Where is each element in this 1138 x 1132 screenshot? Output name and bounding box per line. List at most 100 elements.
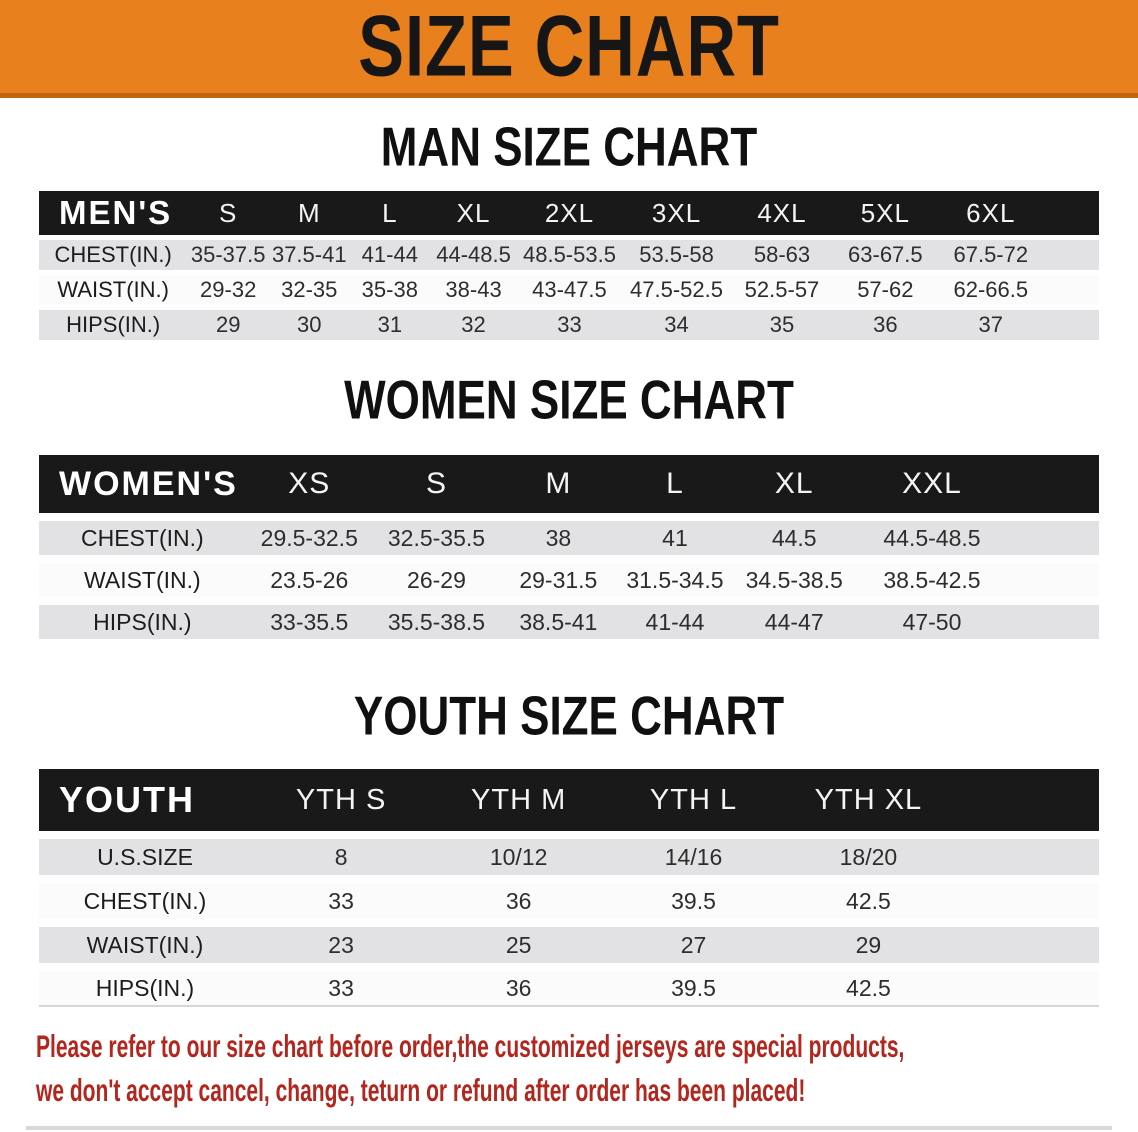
table-cell: 39.5 [606, 883, 781, 919]
table-corner-label: MEN'S [39, 191, 188, 235]
table-cell: 39.5 [606, 971, 781, 1007]
column-header: M [269, 191, 350, 235]
spacer-cell [1043, 240, 1099, 270]
table-cell: 8 [251, 839, 432, 875]
table-cell: 37 [937, 310, 1044, 340]
spacer-cell [1043, 191, 1099, 235]
table-cell: 29-31.5 [500, 563, 617, 597]
table-row: WAIST(IN.) 29-32 32-35 35-38 38-43 43-47.5 47.… [39, 275, 1099, 305]
table-cell: 41 [616, 521, 734, 555]
section-heading-youth: YOUTH SIZE CHART [353, 685, 785, 747]
spacer-cell [1043, 310, 1099, 340]
header-row: WOMEN'S XS S M L XL XXL [39, 455, 1099, 513]
row-label: WAIST(IN.) [39, 563, 246, 597]
table-cell: 32 [430, 310, 517, 340]
column-header: S [372, 455, 501, 513]
size-chart-banner: SIZE CHART [0, 0, 1138, 98]
table-cell: 14/16 [606, 839, 781, 875]
column-header: S [187, 191, 269, 235]
table-cell: 47-50 [855, 605, 1009, 639]
table-cell: 31.5-34.5 [616, 563, 734, 597]
row-label: HIPS(IN.) [39, 971, 251, 1007]
table-cell: 41-44 [616, 605, 734, 639]
table-cell: 63-67.5 [832, 240, 938, 270]
spacer-cell [955, 971, 1099, 1007]
table-cell: 38 [500, 521, 617, 555]
table-cell: 35.5-38.5 [372, 605, 501, 639]
table-cell: 44-47 [733, 605, 856, 639]
table-cell: 35-37.5 [187, 240, 269, 270]
spacer-cell [955, 839, 1099, 875]
table-cell: 18/20 [780, 839, 956, 875]
table-cell: 52.5-57 [731, 275, 833, 305]
table-cell: 29-32 [187, 275, 269, 305]
table-row: HIPS(IN.) 33-35.5 35.5-38.5 38.5-41 41-44 44-… [39, 605, 1099, 639]
banner-title: SIZE CHART [358, 0, 780, 94]
table-cell: 33 [251, 971, 432, 1007]
column-header: YTH XL [780, 769, 956, 831]
table-cell: 41-44 [349, 240, 431, 270]
men-size-table: MEN'S S M L XL 2XL 3XL 4XL 5XL 6XL CHEST(IN.) 35-37… [39, 186, 1099, 345]
table-cell: 43-47.5 [517, 275, 622, 305]
table-cell: 48.5-53.5 [517, 240, 622, 270]
table-cell: 38.5-41 [500, 605, 617, 639]
table-row: U.S.SIZE 8 10/12 14/16 18/20 [39, 839, 1099, 875]
column-header: XS [245, 455, 373, 513]
column-header: YTH S [251, 769, 432, 831]
row-label: CHEST(IN.) [39, 240, 188, 270]
table-cell: 29 [780, 927, 956, 963]
table-cell: 47.5-52.5 [621, 275, 732, 305]
table-row: WAIST(IN.) 23 25 27 29 [39, 927, 1099, 963]
table-row: HIPS(IN.) 33 36 39.5 42.5 [39, 971, 1099, 1007]
table-cell: 36 [431, 971, 607, 1007]
table-cell: 30 [269, 310, 350, 340]
table-cell: 42.5 [780, 883, 956, 919]
table-cell: 10/12 [431, 839, 607, 875]
table-cell: 29 [187, 310, 269, 340]
row-label: WAIST(IN.) [39, 927, 251, 963]
youth-size-table: YOUTH YTH S YTH M YTH L YTH XL U.S.SIZE 8 10/12… [39, 761, 1099, 1015]
table-cell: 36 [832, 310, 938, 340]
table-row: CHEST(IN.) 29.5-32.5 32.5-35.5 38 41 44.5 44.5… [39, 521, 1099, 555]
row-label: HIPS(IN.) [39, 310, 188, 340]
column-header: 5XL [832, 191, 938, 235]
table-cell: 25 [431, 927, 607, 963]
column-header: 6XL [937, 191, 1044, 235]
section-heading-women: WOMEN SIZE CHART [344, 369, 794, 431]
table-cell: 62-66.5 [937, 275, 1044, 305]
table-row: CHEST(IN.) 35-37.5 37.5-41 41-44 44-48.5 48.5… [39, 240, 1099, 270]
table-cell: 58-63 [731, 240, 833, 270]
row-label: CHEST(IN.) [39, 883, 251, 919]
table-cell: 44.5-48.5 [855, 521, 1009, 555]
table-cell: 31 [349, 310, 431, 340]
column-header: XXL [855, 455, 1009, 513]
column-header: XL [733, 455, 856, 513]
table-corner-label: YOUTH [39, 769, 251, 831]
note-line-1: Please refer to our size chart before or… [36, 1029, 905, 1064]
note-text: Please refer to our size chart before or… [36, 1025, 1138, 1113]
table-cell: 29.5-32.5 [245, 521, 373, 555]
column-header: XL [430, 191, 517, 235]
table-cell: 27 [606, 927, 781, 963]
table-cell: 32.5-35.5 [372, 521, 501, 555]
spacer-cell [955, 769, 1099, 831]
table-row: CHEST(IN.) 33 36 39.5 42.5 [39, 883, 1099, 919]
table-cell: 33 [251, 883, 432, 919]
note-line-2: we don't accept cancel, change, teturn o… [36, 1073, 806, 1108]
table-corner-label: WOMEN'S [39, 455, 246, 513]
table-cell: 37.5-41 [269, 240, 350, 270]
table-cell: 33 [517, 310, 622, 340]
section-heading-men: MAN SIZE CHART [380, 116, 758, 178]
spacer-cell [955, 927, 1099, 963]
table-cell: 34.5-38.5 [733, 563, 856, 597]
table-cell: 35-38 [349, 275, 431, 305]
women-size-table: WOMEN'S XS S M L XL XXL CHEST(IN.) 29.5-32.5 32.5… [39, 447, 1099, 647]
column-header: L [616, 455, 734, 513]
table-cell: 42.5 [780, 971, 956, 1007]
spacer-cell [1043, 275, 1099, 305]
row-label: CHEST(IN.) [39, 521, 246, 555]
spacer-cell [1008, 605, 1099, 639]
table-cell: 32-35 [269, 275, 350, 305]
row-label: WAIST(IN.) [39, 275, 188, 305]
table-cell: 57-62 [832, 275, 938, 305]
